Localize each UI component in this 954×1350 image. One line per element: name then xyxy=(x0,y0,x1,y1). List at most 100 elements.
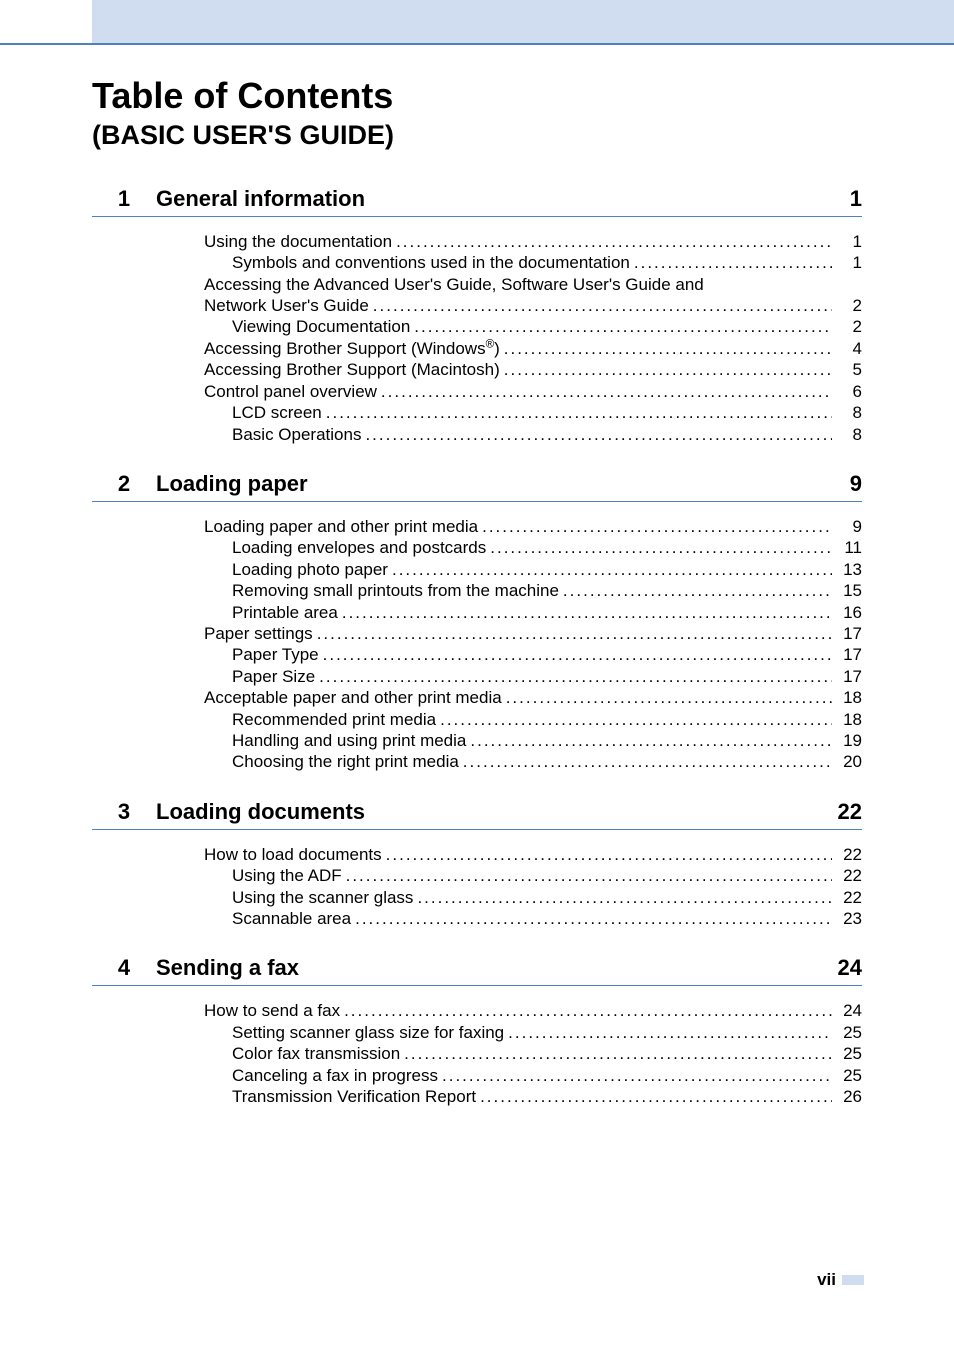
chapter-page: 22 xyxy=(822,799,862,825)
chapter-number: 1 xyxy=(92,186,156,212)
toc-entry: Control panel overview 6 xyxy=(204,381,862,402)
chapter-number: 4 xyxy=(92,955,156,981)
title-block: Table of Contents (BASIC USER'S GUIDE) xyxy=(92,75,862,152)
toc-entry-label: Loading envelopes and postcards xyxy=(204,537,486,558)
toc-entry-label: Loading photo paper xyxy=(204,559,388,580)
chapter-head: 2Loading paper9 xyxy=(92,471,862,502)
title-main: Table of Contents xyxy=(92,75,862,117)
chapter-head: 3Loading documents22 xyxy=(92,799,862,830)
toc-leader-dots xyxy=(563,580,832,601)
toc-entry-page: 25 xyxy=(836,1043,862,1064)
toc-leader-dots xyxy=(482,516,832,537)
chapter-head: 1General information1 xyxy=(92,186,862,217)
toc-entry-page: 24 xyxy=(836,1000,862,1021)
toc-entry-label: Handling and using print media xyxy=(204,730,466,751)
toc-entry-label: Choosing the right print media xyxy=(204,751,459,772)
toc-leader-dots xyxy=(414,316,832,337)
chapter-head: 4Sending a fax24 xyxy=(92,955,862,986)
toc-entry: Loading envelopes and postcards 11 xyxy=(204,537,862,558)
toc-entry-page: 6 xyxy=(836,381,862,402)
toc-entry-label: Loading paper and other print media xyxy=(204,516,478,537)
toc-entry: Loading paper and other print media9 xyxy=(204,516,862,537)
toc-entry-label: How to send a fax xyxy=(204,1000,340,1021)
toc-entry-label: Transmission Verification Report xyxy=(204,1086,476,1107)
toc-entry: Setting scanner glass size for faxing25 xyxy=(204,1022,862,1043)
toc-entry-label: Using the ADF xyxy=(204,865,342,886)
toc-entry-label: Paper Size xyxy=(204,666,315,687)
chapter-title: Sending a fax xyxy=(156,955,822,981)
toc-entry: Paper Type17 xyxy=(204,644,862,665)
toc-entry: Loading photo paper 13 xyxy=(204,559,862,580)
toc-entry-label: Viewing Documentation xyxy=(204,316,410,337)
toc-entry-page: 25 xyxy=(836,1022,862,1043)
toc-leader-dots xyxy=(417,887,832,908)
toc-entries: How to load documents22Using the ADF22Us… xyxy=(92,844,862,930)
chapter-title: Loading paper xyxy=(156,471,822,497)
toc-entry-page: 17 xyxy=(836,623,862,644)
toc-leader-dots xyxy=(317,623,832,644)
toc-entry-label: Scannable area xyxy=(204,908,351,929)
toc-entry-page: 22 xyxy=(836,887,862,908)
toc-entry-page: 22 xyxy=(836,865,862,886)
chapter-title: Loading documents xyxy=(156,799,822,825)
toc-entry-page: 2 xyxy=(836,295,862,316)
page-number: vii xyxy=(817,1270,836,1290)
toc-entry: Using the scanner glass22 xyxy=(204,887,862,908)
toc-leader-dots xyxy=(323,644,832,665)
toc-entry: Accessing the Advanced User's Guide, Sof… xyxy=(204,274,862,295)
toc-entry: Using the ADF 22 xyxy=(204,865,862,886)
toc-entry: Choosing the right print media 20 xyxy=(204,751,862,772)
toc-entry-page: 26 xyxy=(836,1086,862,1107)
toc-leader-dots xyxy=(508,1022,832,1043)
toc-entry-page: 15 xyxy=(836,580,862,601)
toc-entry: Acceptable paper and other print media18 xyxy=(204,687,862,708)
toc-entry-page: 18 xyxy=(836,709,862,730)
toc-entry: Accessing Brother Support (Windows®)4 xyxy=(204,338,862,359)
toc-entry-page: 22 xyxy=(836,844,862,865)
toc-entry-label: Canceling a fax in progress xyxy=(204,1065,438,1086)
toc-entry-page: 23 xyxy=(836,908,862,929)
chapter-page: 24 xyxy=(822,955,862,981)
chapter-page: 9 xyxy=(822,471,862,497)
toc-entry-label: Accessing Brother Support (Macintosh) xyxy=(204,359,500,380)
toc-leader-dots xyxy=(365,424,832,445)
toc-entry-page: 2 xyxy=(836,316,862,337)
toc-entry-label: LCD screen xyxy=(204,402,322,423)
title-sub: (BASIC USER'S GUIDE) xyxy=(92,119,862,151)
footer-tick xyxy=(842,1275,864,1285)
toc-entry: Recommended print media18 xyxy=(204,709,862,730)
toc-entry-label: Removing small printouts from the machin… xyxy=(204,580,559,601)
toc-entry-page: 25 xyxy=(836,1065,862,1086)
toc-entries: Using the documentation1Symbols and conv… xyxy=(92,231,862,445)
toc-entry-page: 8 xyxy=(836,424,862,445)
toc-entry-page: 1 xyxy=(836,231,862,252)
toc-entry-page: 20 xyxy=(836,751,862,772)
toc-entry-page: 11 xyxy=(836,537,862,558)
toc-leader-dots xyxy=(634,252,832,273)
toc-entry-label: Accessing Brother Support (Windows®) xyxy=(204,338,500,359)
chapter: 2Loading paper9 Loading paper and other p… xyxy=(92,471,862,773)
toc-leader-dots xyxy=(396,231,832,252)
toc-entry-label: Paper settings xyxy=(204,623,313,644)
toc-entry-label: Acceptable paper and other print media xyxy=(204,687,502,708)
toc-leader-dots xyxy=(346,865,832,886)
toc-entry-page: 13 xyxy=(836,559,862,580)
toc-entry-page: 1 xyxy=(836,252,862,273)
toc-entry-label: Symbols and conventions used in the docu… xyxy=(204,252,630,273)
toc-leader-dots xyxy=(470,730,832,751)
toc-leader-dots xyxy=(344,1000,832,1021)
toc-entry-label: Basic Operations xyxy=(204,424,361,445)
toc-entry-label: Control panel overview xyxy=(204,381,377,402)
toc-entry: Removing small printouts from the machin… xyxy=(204,580,862,601)
toc-leader-dots xyxy=(373,295,832,316)
toc-leader-dots xyxy=(442,1065,832,1086)
toc-entries: How to send a fax 24Setting scanner glass… xyxy=(92,1000,862,1107)
toc-entry: Canceling a fax in progress 25 xyxy=(204,1065,862,1086)
chapter: 3Loading documents22How to load document… xyxy=(92,799,862,930)
page: Table of Contents (BASIC USER'S GUIDE) 1… xyxy=(0,0,954,1350)
toc-leader-dots xyxy=(381,381,832,402)
chapter-number: 3 xyxy=(92,799,156,825)
toc-entry-page: 17 xyxy=(836,644,862,665)
toc-entry-label: Printable area xyxy=(204,602,338,623)
toc-leader-dots xyxy=(506,687,832,708)
